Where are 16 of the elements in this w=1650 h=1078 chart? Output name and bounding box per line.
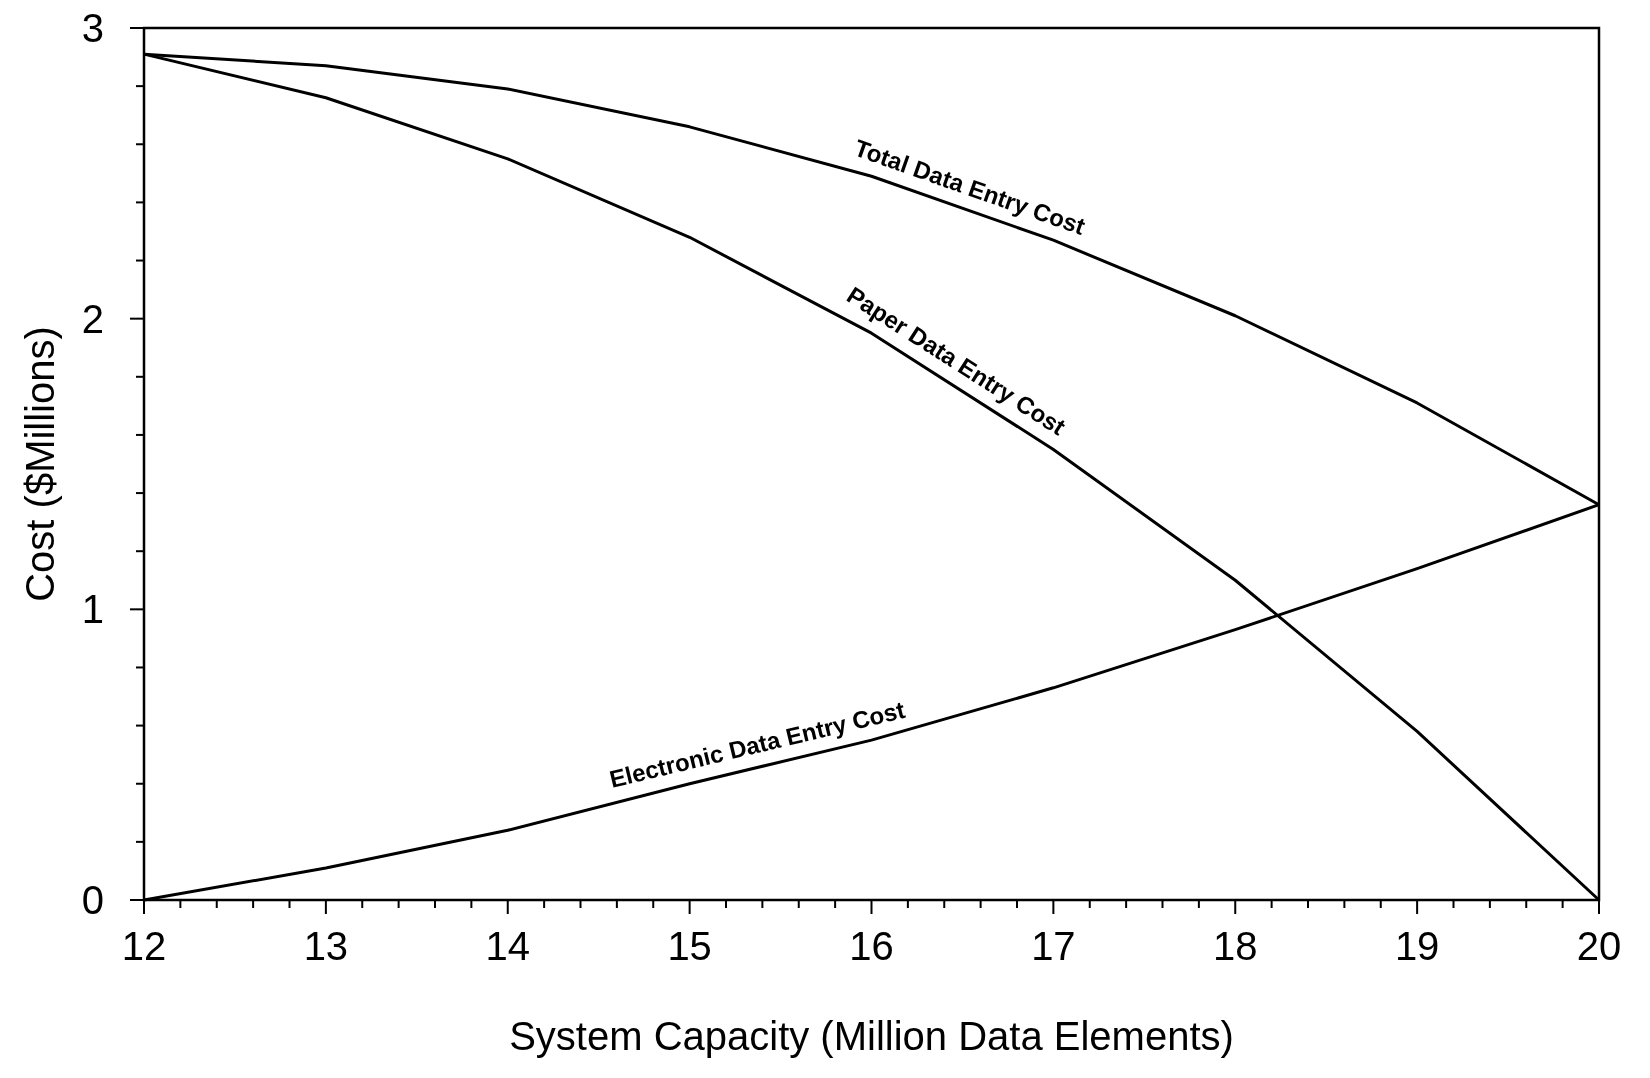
x-tick-label: 12 [121,924,167,968]
x-tick-label: 19 [1394,924,1440,968]
x-axis-title: System Capacity (Million Data Elements) [509,1014,1234,1058]
x-tick-label: 20 [1576,924,1622,968]
y-tick-label: 1 [81,587,104,632]
y-tick-label: 3 [81,6,104,50]
x-tick-label: 13 [303,924,349,968]
y-axis-title: Cost ($Millions) [18,326,62,602]
text: Total Data Entry Cost [851,134,1089,240]
y-tick-label: 2 [81,296,104,341]
x-tick-label: 15 [667,924,712,968]
y-tick-label: 0 [81,878,104,922]
x-tick-label: 17 [1031,924,1076,968]
x-tick-label: 14 [485,924,530,968]
x-tick-label: 18 [1213,924,1258,968]
x-tick-label: 16 [849,924,894,968]
